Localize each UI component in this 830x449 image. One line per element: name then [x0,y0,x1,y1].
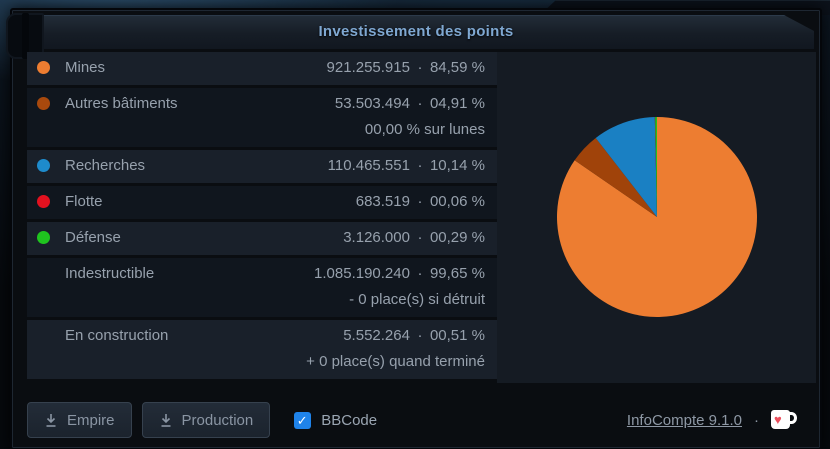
stats-table: Mines 921.255.915 · 84,59 % Autres bâtimen… [27,52,497,383]
chart-area [497,52,816,383]
row-value: 53.503.494 · 04,91 % [334,95,485,112]
table-row: Flotte 683.519 · 00,06 % [27,186,497,219]
row-value: 683.519 · 00,06 % [355,193,485,210]
table-row: Autres bâtiments 53.503.494 · 04,91 % 00,0… [27,88,497,147]
pie-chart [556,117,757,317]
download-icon [46,413,56,427]
bbcode-checkbox[interactable] [294,411,312,429]
download-icon [161,413,171,427]
table-row: Mines 921.255.915 · 84,59 % [27,52,497,85]
credit-separator: · [754,411,759,429]
infocompte-window: Investissement des points Mines 921.255.9… [6,8,822,449]
pie-slice-mines [556,117,757,317]
content-panel: Mines 921.255.915 · 84,59 % Autres bâtimen… [27,52,816,383]
legend-dot [37,159,50,172]
table-row: En construction 5.552.264 · 00,51 % + 0 pl… [27,320,497,379]
bbcode-label: BBCode [321,411,378,429]
titlebar-left-ornament [6,13,44,59]
pie-slice-d-fense [655,117,657,217]
heart-icon: ♥ [774,412,782,427]
pie-slice-autres-b-timents [574,137,657,217]
legend-dot [37,195,50,208]
row-label: Autres bâtiments [65,95,178,112]
row-label: Flotte [65,193,103,210]
pie-slice-recherches [595,117,657,217]
row-value: 921.255.915 · 84,59 % [326,59,485,76]
row-value: 5.552.264 · 00,51 % [343,327,485,344]
row-label: En construction [65,327,169,344]
row-subtext: 00,00 % sur lunes [364,121,485,138]
infocompte-version-link[interactable]: InfoCompte 9.1.0 [626,411,742,429]
empire-button-label: Empire [67,411,115,429]
window-title: Investissement des points [318,23,514,40]
table-row: Recherches 110.465.551 · 10,14 % [27,150,497,183]
legend-dot [37,61,50,74]
footer-toolbar: Empire Production BBCode InfoCompte 9.1.… [27,402,798,438]
row-value: 1.085.190.240 · 99,65 % [314,265,485,282]
row-label: Recherches [65,157,146,174]
legend-dot [37,97,50,110]
window-titlebar: Investissement des points [18,15,814,49]
row-label: Défense [65,229,121,246]
row-value: 3.126.000 · 00,29 % [343,229,485,246]
row-label: Mines [65,59,106,76]
row-value: 110.465.551 · 10,14 % [327,157,485,174]
legend-dot [37,231,50,244]
row-subtext: + 0 place(s) quand terminé [306,353,485,370]
row-label: Indestructible [65,265,155,282]
production-button-label: Production [181,411,254,429]
production-export-button[interactable]: Production [141,402,271,438]
table-row: Indestructible 1.085.190.240 · 99,65 % - 0… [27,258,497,317]
table-row: Défense 3.126.000 · 00,29 % [27,222,497,255]
kofi-donate-icon[interactable]: ♥ [771,410,798,430]
row-subtext: - 0 place(s) si détruit [349,291,485,308]
empire-export-button[interactable]: Empire [27,402,132,438]
